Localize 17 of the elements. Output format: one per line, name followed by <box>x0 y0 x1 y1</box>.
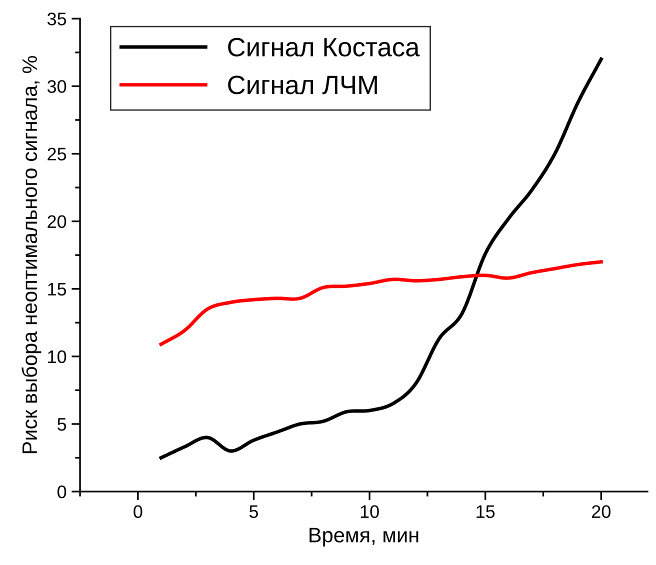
x-tick-label: 15 <box>476 505 495 518</box>
y-tick-label: 5 <box>58 418 66 431</box>
y-tick-label: 10 <box>48 350 66 364</box>
y-tick-label: 30 <box>47 80 66 93</box>
y-tick-label: 0 <box>58 485 66 498</box>
legend-label: Сигнал Костаса <box>228 38 420 56</box>
y-axis-title: Риск выбора неоптимального сигнала, % <box>22 56 42 454</box>
x-tick-label: 20 <box>592 505 610 518</box>
y-tick-label: 15 <box>48 282 66 296</box>
x-tick-label: 5 <box>249 505 258 518</box>
y-tick-label: 20 <box>48 215 66 228</box>
y-tick-label: 25 <box>48 148 66 160</box>
x-tick-label: 10 <box>360 505 379 518</box>
x-tick-label: 0 <box>134 505 142 518</box>
x-axis-title: Время, мин <box>310 528 418 547</box>
y-tick-label: 35 <box>47 12 66 26</box>
legend-label: Сигнал ЛЧМ <box>228 76 377 94</box>
